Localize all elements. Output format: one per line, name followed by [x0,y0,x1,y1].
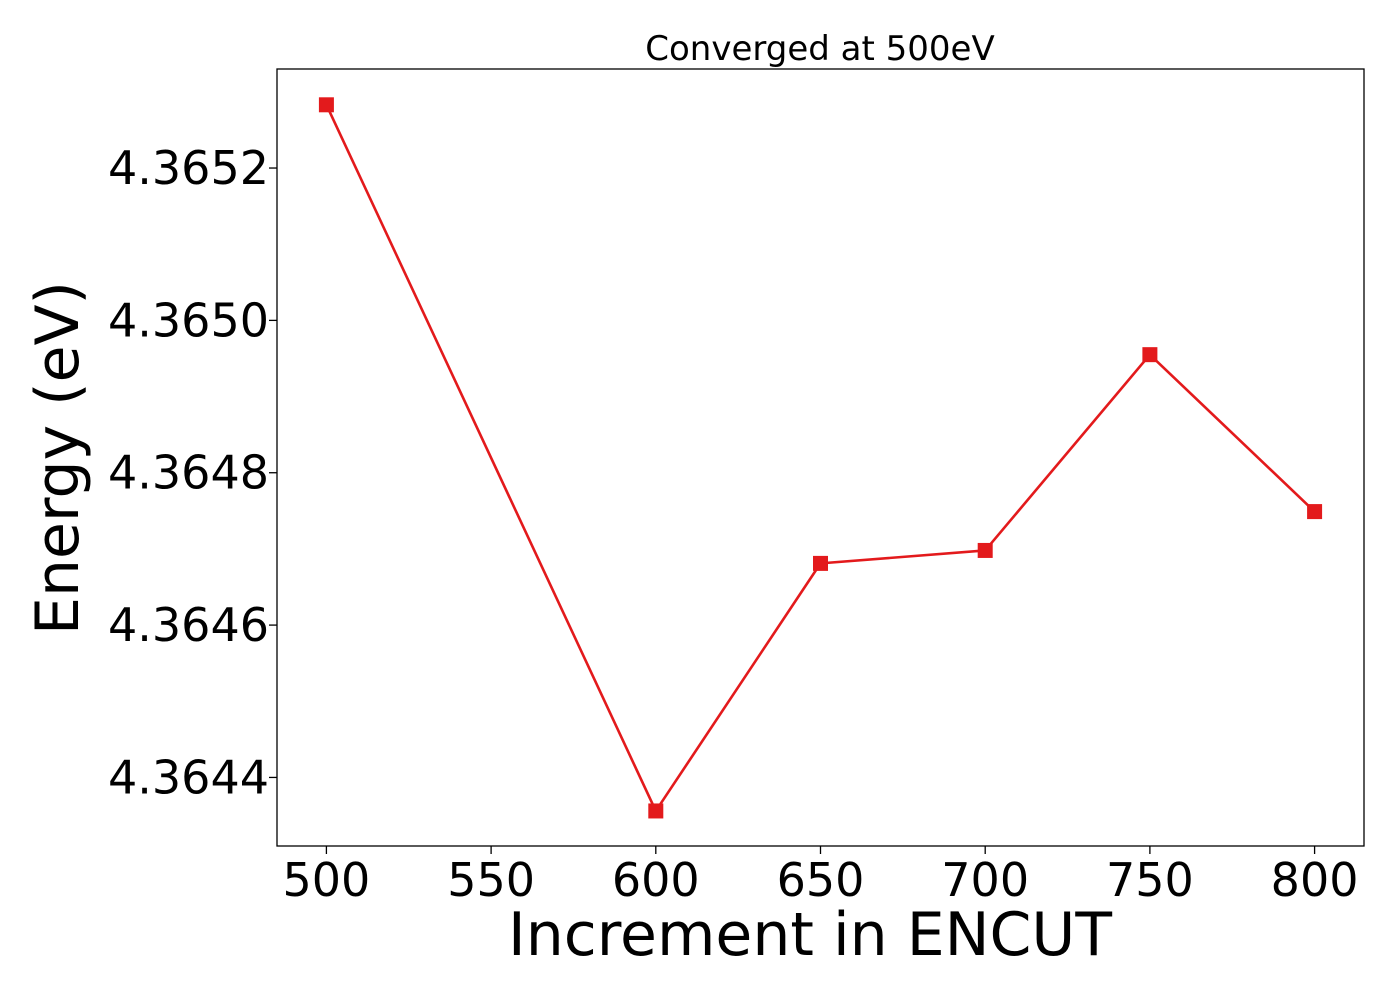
y-tick-label: 4.3650 [108,293,269,347]
data-point-marker [1142,347,1158,363]
x-tick-label: 700 [941,853,1029,907]
y-tick-label: 4.3644 [108,750,269,804]
x-tick-label: 750 [1106,853,1194,907]
plot-area [276,68,1365,847]
y-axis-ticks: 4.3644 4.3646 4.3648 4.3650 4.3652 [108,141,277,804]
data-point-marker [648,803,664,819]
y-axis-label: Energy (eV) [23,281,93,635]
x-tick-label: 500 [283,853,371,907]
data-point-marker [977,542,993,558]
x-tick-label: 550 [447,853,535,907]
x-tick-label: 600 [612,853,700,907]
data-point-marker [813,555,828,571]
chart-title: Converged at 500eV [645,29,994,69]
x-axis-label: Increment in ENCUT [508,900,1112,970]
x-tick-label: 800 [1271,853,1359,907]
y-tick-label: 4.3648 [108,446,269,500]
data-point-marker [318,97,334,113]
x-tick-label: 650 [777,853,865,907]
y-tick-label: 4.3646 [108,598,269,652]
data-point-marker [1307,504,1323,520]
x-axis-ticks: 500 550 600 650 700 750 800 [283,846,1359,907]
y-tick-label: 4.3652 [108,141,269,195]
series-line [325,104,1316,813]
